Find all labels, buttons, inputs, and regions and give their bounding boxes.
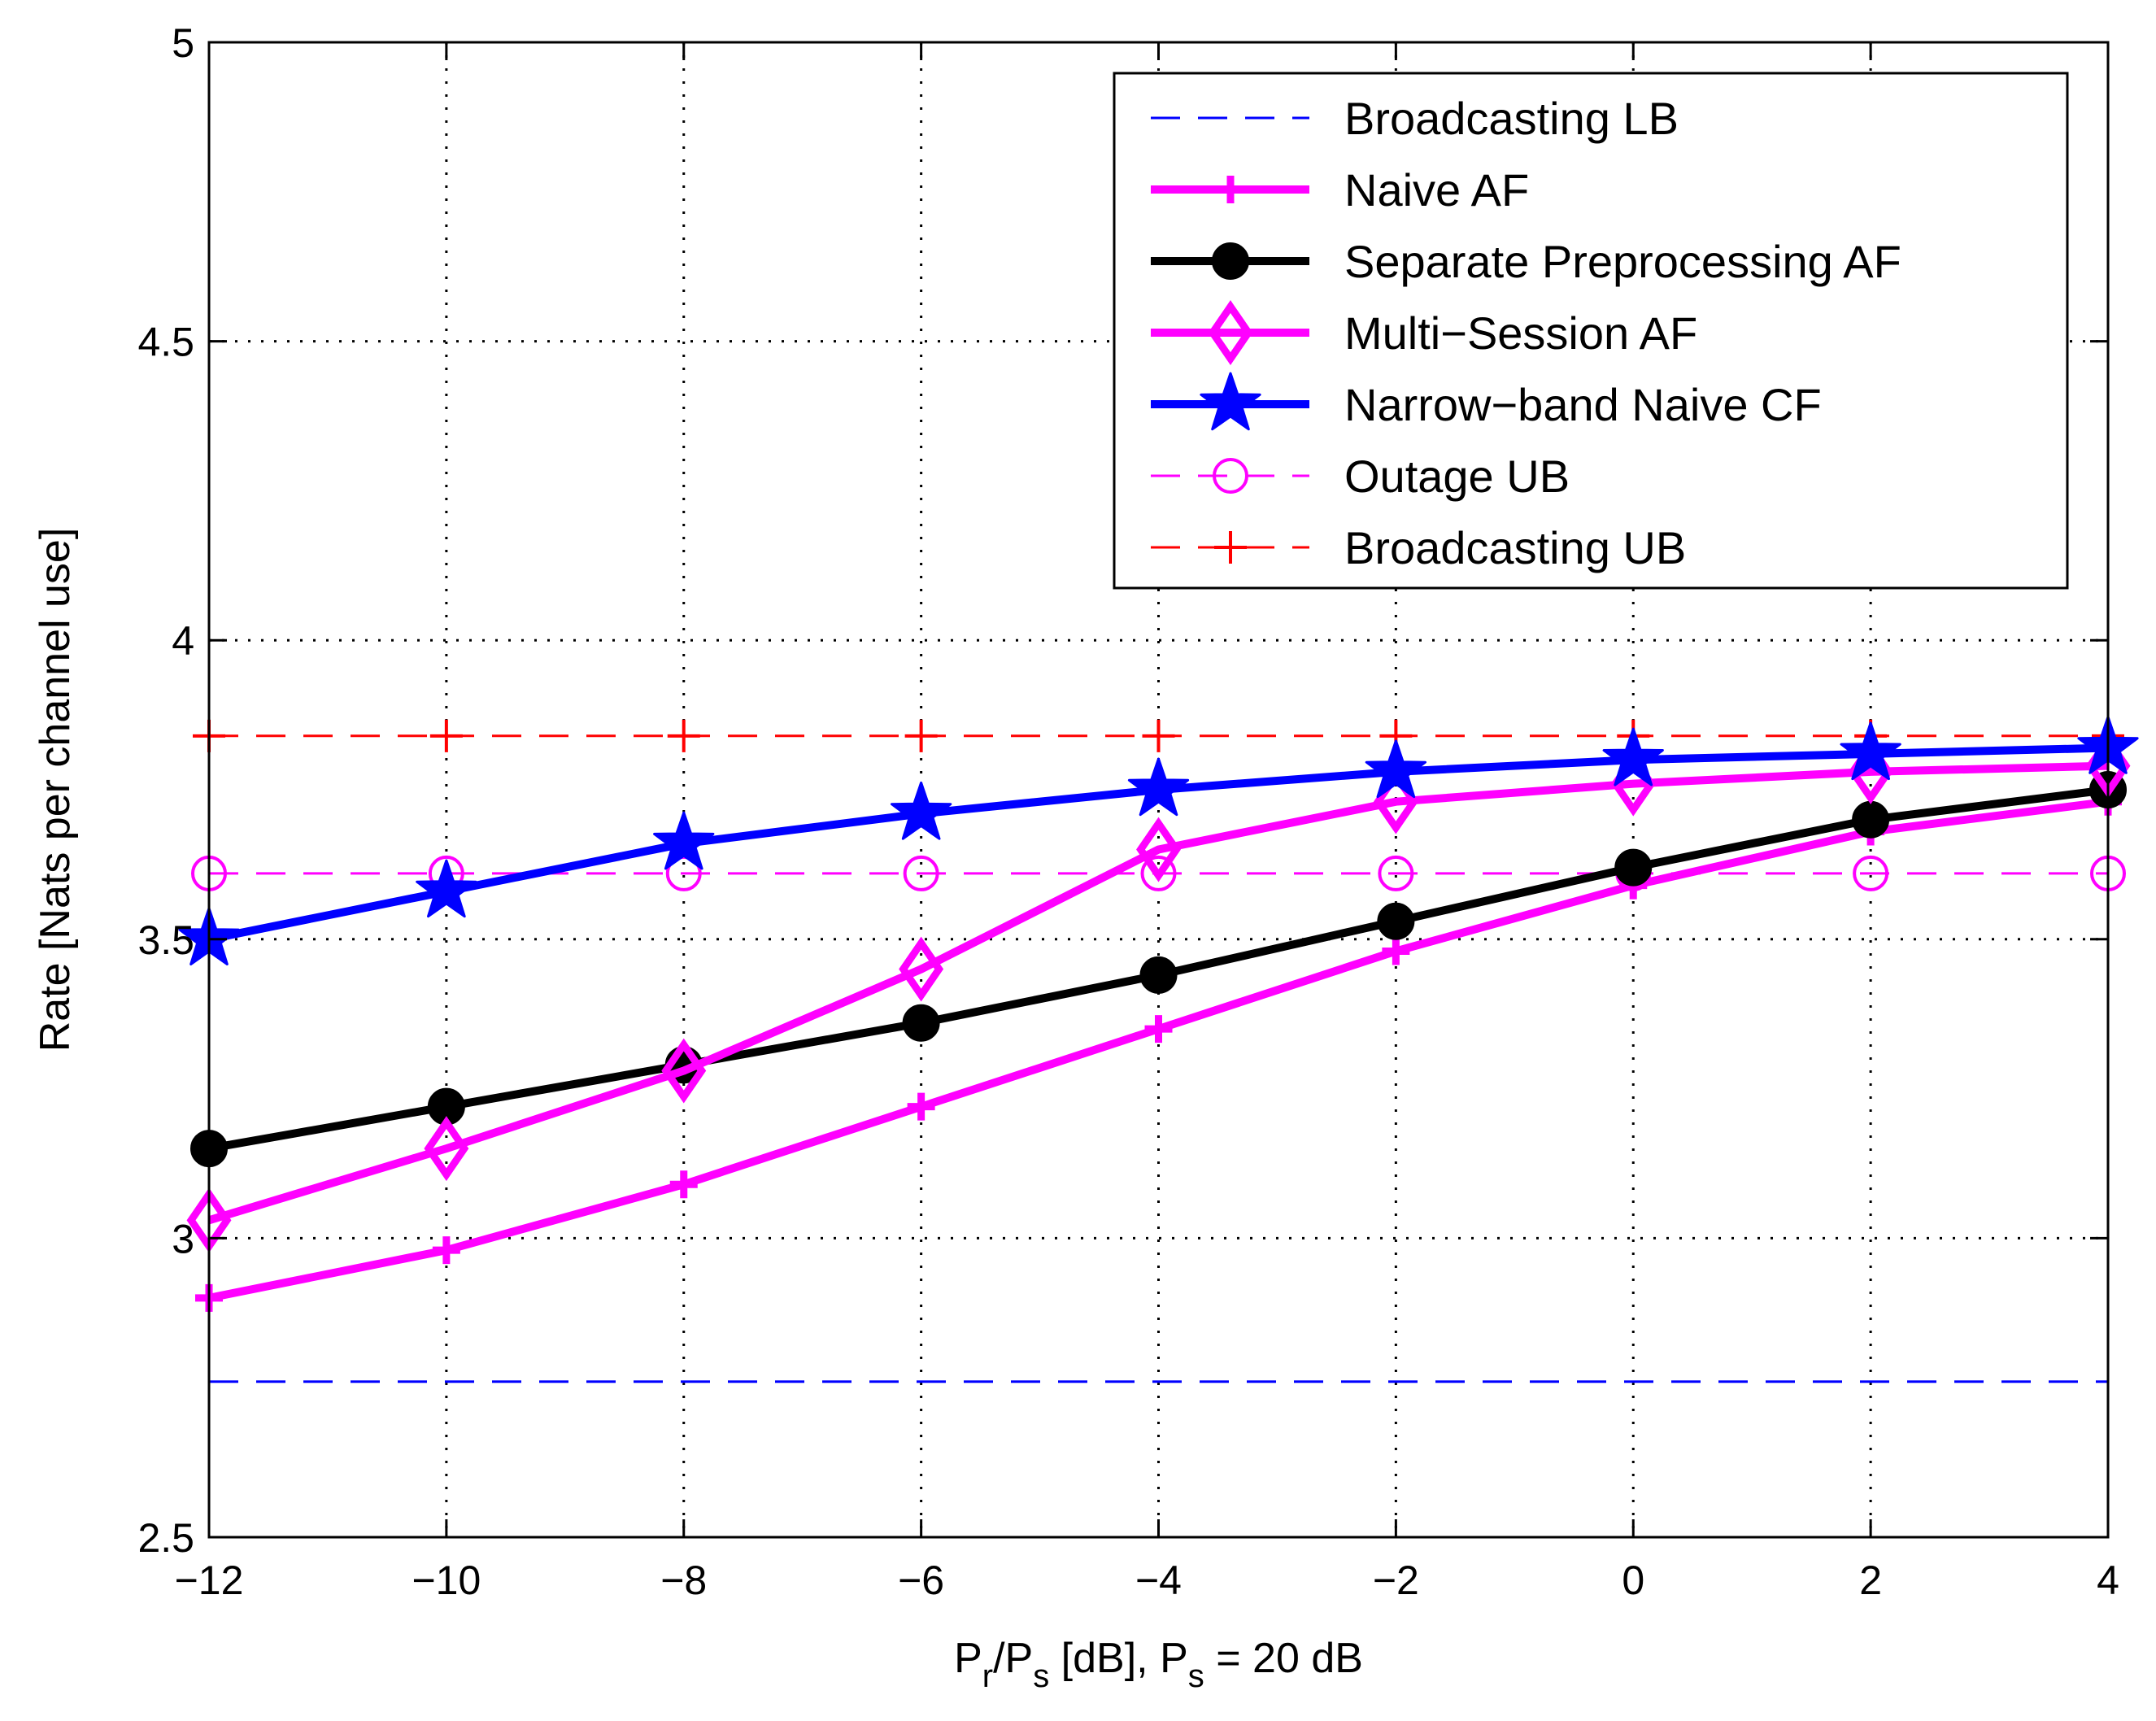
x-axis-title-text: [dB], P (1049, 1635, 1188, 1682)
diamond-marker (1208, 300, 1253, 365)
plus-marker (907, 1092, 935, 1121)
legend-label: Separate Preprocessing AF (1344, 236, 1901, 287)
legend-entry-multi-session-af: Multi−Session AF (1151, 300, 1697, 365)
legend-label: Broadcasting LB (1344, 93, 1679, 144)
plus-marker (1214, 531, 1247, 564)
legend-entry-outage-ub: Outage UB (1151, 451, 1570, 502)
x-tick-label: −4 (1135, 1558, 1182, 1603)
plus-marker (432, 1236, 460, 1265)
legend-entry-narrow-band-naive-cf: Narrow−band Naive CF (1151, 372, 1822, 431)
star-marker (1602, 727, 1664, 786)
y-tick-label: 3 (172, 1216, 194, 1261)
x-axis-title-text: /P (993, 1635, 1033, 1682)
star-marker (653, 811, 715, 870)
y-tick-label: 3.5 (137, 917, 194, 963)
legend-label: Broadcasting UB (1344, 522, 1686, 573)
axes (207, 41, 2110, 1539)
x-tick-label: −12 (175, 1558, 244, 1603)
legend-label: Multi−Session AF (1344, 307, 1697, 359)
x-axis-title-text: = 20 dB (1204, 1635, 1363, 1682)
legend-entry-naive-af: Naive AF (1151, 164, 1529, 216)
plus-marker (1217, 176, 1244, 203)
x-axis-title-subscript: s (1188, 1658, 1204, 1694)
open-circle-marker (1140, 855, 1177, 891)
x-tick-label: 4 (2097, 1558, 2119, 1603)
diamond-marker (1136, 817, 1181, 882)
x-axis-title-subscript: r (982, 1658, 993, 1694)
legend-entry-broadcasting-lb: Broadcasting LB (1151, 93, 1679, 144)
x-tick-label: −10 (412, 1558, 481, 1603)
circle-marker (1614, 848, 1653, 887)
star-marker (1200, 372, 1261, 431)
legend-label: Outage UB (1344, 451, 1570, 502)
diamond-marker (424, 1116, 469, 1182)
circle-marker (1377, 902, 1415, 940)
y-axis-title: Rate [Nats per channel use] (32, 528, 79, 1052)
star-marker (416, 859, 477, 918)
series-broadcasting-ub (193, 719, 2124, 752)
x-tick-label: −8 (660, 1558, 707, 1603)
tick-labels: −12 −10 −8 −6 −4 −2 0 2 4 2.5 3 3.5 4 4.5 5 (137, 20, 2119, 1603)
star-marker (1365, 739, 1426, 799)
star-marker (891, 781, 952, 840)
y-tick-label: 4 (172, 618, 194, 664)
y-tick-label: 5 (172, 20, 194, 66)
open-circle-marker (1213, 458, 1248, 494)
series-line (207, 761, 2109, 1225)
circle-marker (1212, 242, 1249, 280)
plus-marker (1382, 937, 1410, 965)
diamond-marker (899, 936, 944, 1002)
circle-marker (1139, 956, 1178, 994)
circle-marker (902, 1004, 940, 1042)
x-tick-label: −2 (1373, 1558, 1419, 1603)
open-circle-marker (1853, 855, 1889, 891)
diamond-marker (661, 1038, 707, 1104)
y-tick-label: 4.5 (137, 320, 194, 365)
plus-marker (1142, 719, 1175, 752)
x-tick-label: 2 (1859, 1558, 1882, 1603)
legend-label: Naive AF (1344, 164, 1529, 216)
open-circle-marker (1378, 855, 1414, 891)
x-axis-title-text: P (954, 1635, 982, 1682)
plus-marker (904, 719, 938, 752)
x-axis-title: Pr/Ps [dB], Ps = 20 dB (954, 1635, 1363, 1694)
star-marker (1840, 721, 1901, 781)
legend-label: Narrow−band Naive CF (1344, 379, 1822, 430)
plus-marker (429, 719, 463, 752)
x-tick-label: −6 (898, 1558, 944, 1603)
data-series (178, 716, 2139, 1383)
circle-marker (1852, 800, 1890, 839)
star-marker (1127, 757, 1190, 817)
x-axis-title-subscript: s (1033, 1658, 1049, 1694)
x-tick-label: 0 (1622, 1558, 1644, 1603)
plus-marker (667, 719, 700, 752)
legend: Broadcasting LB Naive AF Separate Preproce… (1113, 72, 2069, 590)
legend-entry-separate-preprocessing-af: Separate Preprocessing AF (1151, 236, 1901, 287)
plus-marker (669, 1170, 698, 1199)
legend-entry-broadcasting-ub: Broadcasting UB (1151, 522, 1686, 573)
plus-marker (1144, 1015, 1173, 1043)
open-circle-marker (903, 855, 939, 891)
y-tick-label: 2.5 (137, 1515, 194, 1561)
